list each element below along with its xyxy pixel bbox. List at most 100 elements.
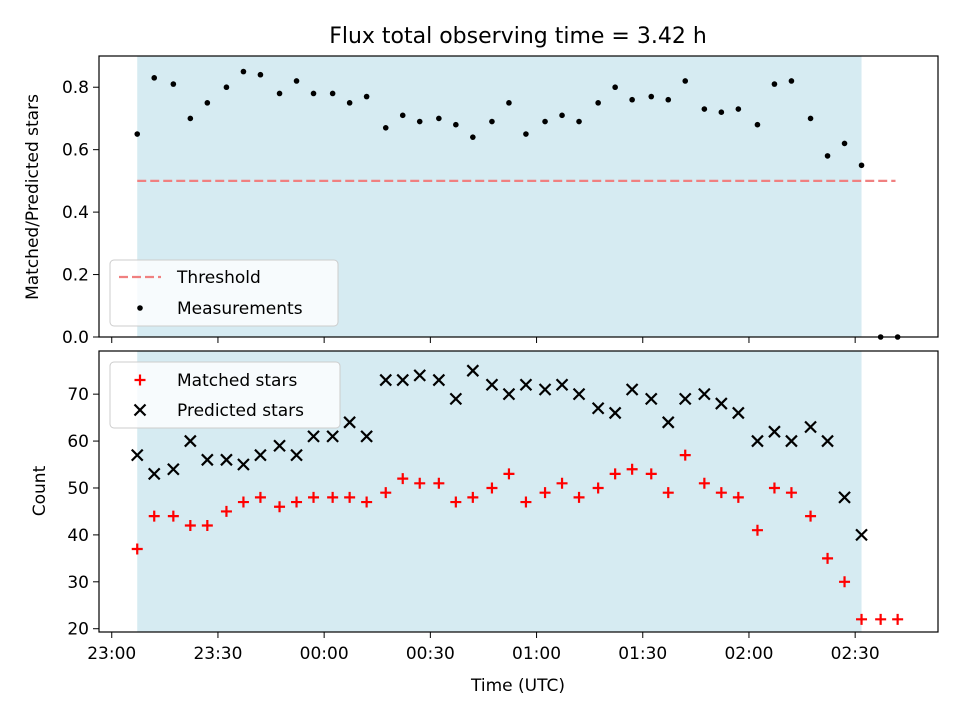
measurement-point [754,121,761,128]
measurement-point [310,90,317,97]
matched-stars-point [609,468,621,480]
measurement-point [824,153,831,159]
bottom-y-tick-label: 20 [67,620,89,640]
measurement-point [576,118,582,125]
predicted-stars-point [130,448,144,462]
matched-stars-point [822,552,834,564]
predicted-stars-point [855,528,868,542]
x-tick-label: 01:30 [618,644,667,664]
predicted-stars-point [608,406,622,420]
predicted-stars-point [201,453,214,467]
measurement-point [771,81,778,87]
predicted-stars-point [661,416,675,429]
matched-stars-point [626,463,638,475]
measurement-point [453,121,459,128]
measurement-point [858,162,865,169]
predicted-stars-point [167,462,180,476]
bottom-y-tick-label: 50 [67,479,89,499]
x-tick-label: 02:00 [724,644,773,664]
x-tick-label: 00:30 [406,644,455,664]
measurement-point [489,118,495,125]
matched-stars-point [732,491,744,503]
legend-threshold-label: Threshold [176,268,261,288]
predicted-stars-point [804,420,817,434]
x-tick-label: 01:00 [512,644,561,664]
measurement-point [718,109,725,115]
x-tick-label: 02:30 [831,644,880,664]
measurement-point [240,68,247,75]
legend-predicted-label: Predicted stars [177,401,304,421]
predicted-stars-point [591,401,605,415]
measurement-point [542,118,548,125]
top-y-axis-label: Matched/Predicted stars [23,94,43,300]
measurement-point [134,131,141,137]
matched-stars-point [715,487,727,499]
measurement-point [629,96,635,103]
bottom-y-tick-label: 60 [67,432,89,452]
measurement-point [257,71,264,78]
matched-stars-point [380,487,392,499]
top-y-tick-label: 0.0 [62,328,89,348]
measurement-point [363,93,370,100]
predicted-stars-point [343,416,356,429]
bottom-plot-frame [98,350,939,633]
measurement-point [436,115,442,122]
matched-stars-point [220,505,232,517]
matched-stars-point [539,487,551,499]
predicted-stars-point [273,439,286,453]
predicted-stars-point [307,430,320,443]
top-legend-box [109,259,339,327]
top-y-tick-label: 0.2 [62,266,89,286]
predicted-stars-point [147,467,161,481]
matched-stars-point [254,491,266,503]
matched-stars-point [573,491,585,503]
predicted-stars-point [678,392,692,406]
matched-stars-point [327,491,339,503]
measurement-point [399,112,406,119]
matched-stars-point [875,613,887,625]
matched-stars-point [839,576,851,588]
predicted-stars-point [838,491,851,504]
matched-stars-point [274,501,286,513]
predicted-stars-point [519,378,533,392]
predicted-stars-point [555,378,569,392]
measurement-point [187,115,194,122]
legend-measurements-swatch [137,305,143,311]
predicted-stars-point [538,383,552,396]
bottom-y-axis-label: Count [30,465,50,516]
predicted-stars-point [785,434,798,448]
predicted-stars-point [396,373,410,387]
matched-stars-point [291,496,303,508]
legend-measurements-label: Measurements [177,299,303,319]
matched-stars-point [148,510,160,522]
x-tick-label: 00:00 [300,644,349,664]
predicted-stars-point [485,378,499,392]
measurement-point [523,131,529,137]
measurement-point [841,140,848,147]
measurement-point [559,112,565,119]
matched-stars-point [397,473,409,485]
top-y-tick-label: 0.8 [62,78,89,98]
legend-predicted-swatch [133,403,147,417]
measurement-point [293,78,300,84]
predicted-stars-point [413,369,427,382]
bottom-legend: Matched stars Predicted stars [109,361,341,429]
bottom-y-tick-label: 40 [67,526,89,546]
matched-stars-point [486,482,498,494]
matched-stars-point [184,520,196,532]
matched-stars-point [768,482,780,494]
matched-stars-point [131,543,143,555]
predicted-stars-point [715,397,728,410]
matched-stars-point [167,510,179,522]
predicted-stars-point [466,364,480,377]
matched-stars-point [856,613,868,625]
measurement-point [788,78,795,84]
chart-title: Flux total observing time = 3.42 h [329,24,707,49]
matched-stars-point [520,496,532,508]
measurement-point [682,78,689,84]
predicted-stars-point [379,373,393,387]
matched-stars-point [751,524,763,536]
measurement-point [204,100,211,106]
predicted-stars-point [821,434,834,448]
measurement-point [701,106,708,112]
